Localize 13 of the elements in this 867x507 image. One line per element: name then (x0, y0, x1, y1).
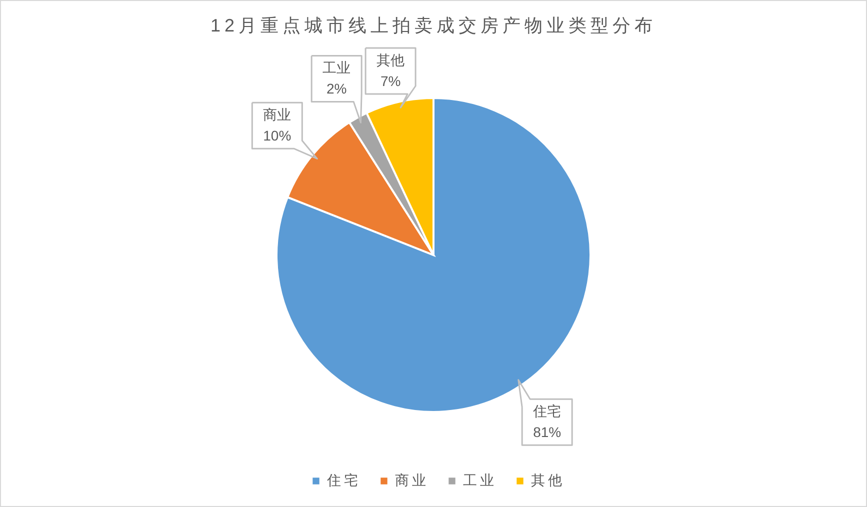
data-label: 10% (263, 128, 292, 144)
legend-label: 住宅 (326, 472, 361, 488)
chart-title: 12月重点城市线上拍卖成交房产物业类型分布 (210, 15, 657, 36)
data-label: 7% (380, 73, 401, 89)
slice-label: 其他 (376, 52, 405, 68)
data-label: 2% (326, 80, 347, 97)
legend-label: 其他 (531, 472, 565, 488)
slice-label: 工业 (322, 60, 351, 76)
slice-label: 商业 (263, 106, 292, 123)
data-label: 81% (533, 424, 562, 440)
legend-label: 商业 (395, 472, 429, 488)
slice-label: 住宅 (532, 403, 562, 420)
legend-label: 工业 (463, 472, 497, 488)
